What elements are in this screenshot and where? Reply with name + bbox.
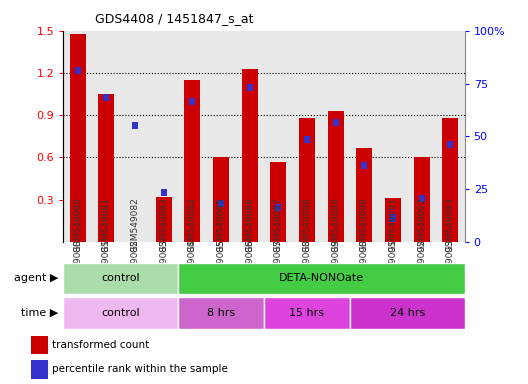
Bar [103,94,109,101]
Bar [333,119,338,126]
Bar [32,360,48,379]
Bar [350,297,465,328]
Text: GSM549084: GSM549084 [188,239,197,294]
Bar [299,118,315,242]
Text: GSM549091: GSM549091 [389,239,398,294]
Bar [264,297,350,328]
Bar [362,162,367,169]
Text: GSM549086: GSM549086 [245,197,254,252]
Bar [213,157,229,242]
Text: GSM549086: GSM549086 [245,239,254,294]
Bar [304,136,310,143]
Bar [328,111,344,242]
Bar [63,263,178,294]
Text: control: control [101,273,140,283]
Text: GSM549090: GSM549090 [360,239,369,294]
Bar [161,189,166,196]
Text: GSM549083: GSM549083 [159,239,168,294]
Text: GSM549080: GSM549080 [73,239,82,294]
Text: GSM549092: GSM549092 [417,197,426,252]
Text: transformed count: transformed count [52,340,149,350]
Text: GSM549089: GSM549089 [331,197,340,252]
Text: GSM549084: GSM549084 [188,197,197,252]
Bar [70,33,86,242]
Bar [414,157,430,242]
Text: GSM549085: GSM549085 [216,239,225,294]
Text: DETA-NONOate: DETA-NONOate [279,273,364,283]
Text: GSM549093: GSM549093 [446,197,455,252]
Text: GSM549083: GSM549083 [159,197,168,252]
Bar [356,147,372,242]
Text: GSM549093: GSM549093 [446,239,455,294]
Bar [442,118,458,242]
Bar [385,198,401,242]
Text: GSM549089: GSM549089 [331,239,340,294]
Text: 15 hrs: 15 hrs [289,308,325,318]
Text: GSM549091: GSM549091 [389,197,398,252]
Text: GSM549087: GSM549087 [274,197,283,252]
Bar [242,69,258,242]
Bar [178,297,264,328]
Bar [132,121,138,129]
Text: GSM549088: GSM549088 [303,239,312,294]
Bar [156,197,172,242]
Text: GSM549087: GSM549087 [274,239,283,294]
Bar [63,297,178,328]
Bar [390,215,396,222]
Text: GSM549092: GSM549092 [417,239,426,294]
Text: time ▶: time ▶ [21,308,58,318]
Text: percentile rank within the sample: percentile rank within the sample [52,364,228,374]
Text: GSM549082: GSM549082 [130,239,139,294]
Bar [98,94,114,242]
Text: GSM549080: GSM549080 [73,197,82,252]
Bar [75,67,81,74]
Text: 24 hrs: 24 hrs [390,308,425,318]
Bar [247,84,252,91]
Text: agent ▶: agent ▶ [14,273,58,283]
Text: GSM549090: GSM549090 [360,197,369,252]
Bar [190,98,195,105]
Text: 8 hrs: 8 hrs [207,308,235,318]
Text: GSM549081: GSM549081 [102,197,111,252]
Bar [447,141,453,147]
Bar [270,162,286,242]
Bar [276,204,281,211]
Bar [178,263,465,294]
Text: GSM549088: GSM549088 [303,197,312,252]
Text: control: control [101,308,140,318]
Bar [184,80,200,242]
Text: GSM549082: GSM549082 [130,197,139,252]
Text: GSM549085: GSM549085 [216,197,225,252]
Bar [419,195,425,202]
Bar [218,200,224,207]
Bar [32,336,48,354]
Text: GSM549081: GSM549081 [102,239,111,294]
Text: GDS4408 / 1451847_s_at: GDS4408 / 1451847_s_at [95,12,253,25]
